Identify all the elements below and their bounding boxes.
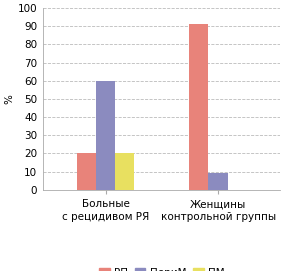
Legend: РП, ПериМ, ПМ: РП, ПериМ, ПМ bbox=[95, 264, 229, 271]
Bar bbox=[208, 173, 228, 190]
Bar bbox=[77, 153, 96, 190]
Bar bbox=[96, 81, 115, 190]
Bar bbox=[115, 153, 134, 190]
Y-axis label: %: % bbox=[5, 94, 15, 104]
Bar bbox=[189, 24, 208, 190]
